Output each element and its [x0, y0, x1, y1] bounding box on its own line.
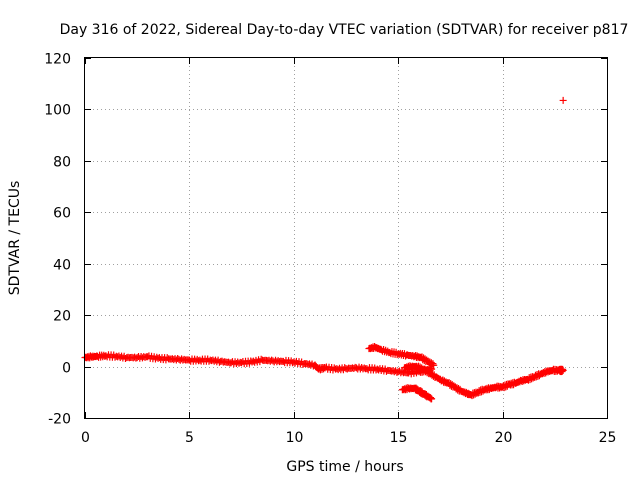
chart-title: Day 316 of 2022, Sidereal Day-to-day VTE… [60, 22, 629, 38]
data-point-dense [429, 360, 437, 368]
y-tick-label: 80 [53, 155, 71, 171]
data-point [559, 366, 567, 374]
y-axis-label: SDTVAR / TECUs [7, 181, 23, 296]
y-tick-label: 20 [53, 309, 71, 325]
y-tick-labels: -20 0 20 40 60 80 100 120 [44, 52, 71, 428]
x-tick-labels: 0 5 10 15 20 25 [81, 430, 616, 446]
x-tick-label: 20 [495, 430, 513, 446]
data-points [81, 96, 567, 403]
x-tick-label: 15 [390, 430, 408, 446]
x-tick-label: 25 [599, 430, 617, 446]
y-tick-label: 100 [44, 103, 71, 119]
y-tick-label: 60 [53, 206, 71, 222]
data-point [428, 395, 436, 403]
x-tick-label: 10 [286, 430, 304, 446]
plot-frame [84, 57, 608, 419]
axis-ticks [85, 58, 608, 419]
data-point [559, 96, 567, 104]
y-tick-label: 0 [62, 361, 71, 377]
x-tick-label: 5 [185, 430, 194, 446]
x-axis-label: GPS time / hours [286, 459, 403, 475]
grid-lines [85, 58, 607, 418]
x-tick-label: 0 [81, 430, 90, 446]
data-point [430, 361, 438, 369]
y-tick-label: 120 [44, 52, 71, 68]
y-tick-label: -20 [48, 412, 71, 428]
y-tick-label: 40 [53, 258, 71, 274]
